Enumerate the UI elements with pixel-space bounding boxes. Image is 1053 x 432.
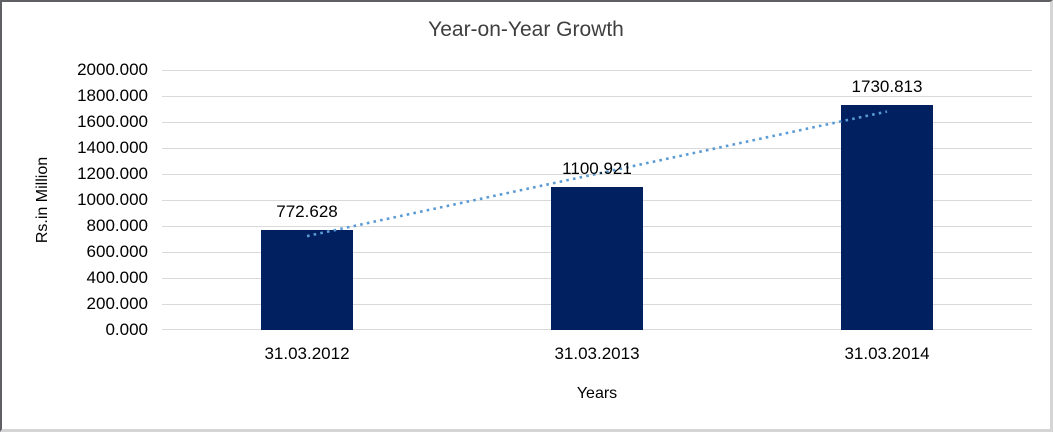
x-axis-tick-labels: 31.03.2012 31.03.2013 31.03.2014 (162, 344, 1032, 368)
y-tick-label: 400.000 (86, 268, 148, 287)
data-label: 772.628 (276, 202, 338, 221)
gridline (162, 96, 1032, 97)
x-axis-title: Years (576, 385, 618, 402)
y-tick-label: 1200.000 (77, 164, 148, 183)
gridline (162, 70, 1032, 71)
y-tick-label: 1600.000 (77, 112, 148, 131)
y-tick-label: 600.000 (86, 242, 148, 261)
y-tick-label: 200.000 (86, 294, 148, 313)
bar (841, 105, 933, 330)
x-tick-label: 31.03.2014 (844, 344, 930, 363)
x-tick-label: 31.03.2013 (554, 344, 640, 363)
plot-area: 772.628 1100.921 1730.813 (162, 70, 1032, 330)
y-tick-label: 0.000 (105, 320, 148, 339)
bar (261, 230, 353, 330)
y-tick-label: 1000.000 (77, 190, 148, 209)
y-tick-label: 1400.000 (77, 138, 148, 157)
chart-title: Year-on-Year Growth (428, 18, 624, 41)
y-tick-label: 800.000 (86, 216, 148, 235)
y-tick-label: 1800.000 (77, 86, 148, 105)
y-axis-tick-labels: 2000.000 1800.000 1600.000 1400.000 1200.000… (2, 60, 148, 339)
data-label: 1100.921 (562, 159, 632, 178)
x-tick-label: 31.03.2012 (264, 344, 350, 363)
data-label: 1730.813 (851, 77, 923, 96)
bar (551, 187, 643, 330)
y-tick-label: 2000.000 (77, 60, 148, 79)
